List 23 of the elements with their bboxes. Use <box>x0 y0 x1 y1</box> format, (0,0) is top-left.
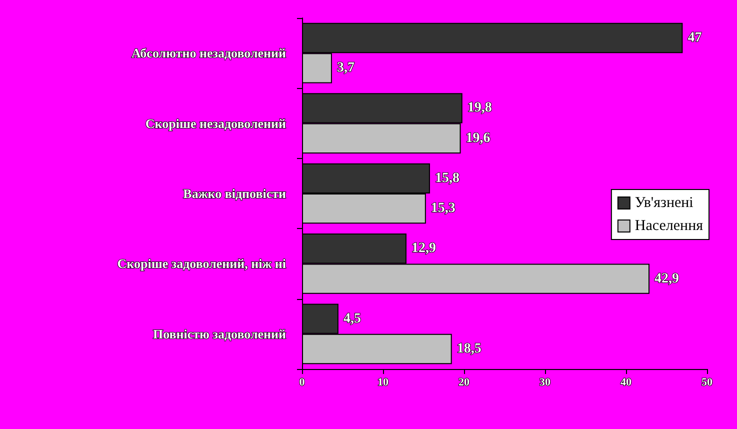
legend-label: Населення <box>634 218 704 234</box>
y-tick-label: Скоріше незадоволений <box>145 116 287 131</box>
x-tick-label: 50 <box>702 376 713 388</box>
data-label: 15,3 <box>430 201 456 216</box>
x-tick-label: 30 <box>540 376 551 388</box>
y-tick-label: Скоріше задоволений, ніж ні <box>117 256 286 272</box>
data-label: 3,7 <box>336 60 354 76</box>
data-label: 19,8 <box>467 100 492 116</box>
data-label: 42,9 <box>654 271 679 286</box>
data-label: 18,5 <box>456 341 482 356</box>
data-label: 12,9 <box>411 241 436 256</box>
data-label: 4,5 <box>343 311 361 326</box>
x-tick-label: 40 <box>620 376 632 388</box>
y-tick-label: Абсолютно незадоволений <box>131 46 287 61</box>
y-tick-label: Повністю задоволений <box>152 326 286 342</box>
x-tick-label: 20 <box>458 376 470 388</box>
y-tick-label: Важко відповісти <box>183 186 286 201</box>
legend-label: Ув'язнені <box>634 195 694 211</box>
data-label: 19,6 <box>466 130 490 146</box>
data-label: 47 <box>688 30 702 46</box>
x-tick-label: 0 <box>299 376 306 388</box>
x-tick-label: 10 <box>378 376 389 388</box>
data-label: 15,8 <box>434 170 460 186</box>
